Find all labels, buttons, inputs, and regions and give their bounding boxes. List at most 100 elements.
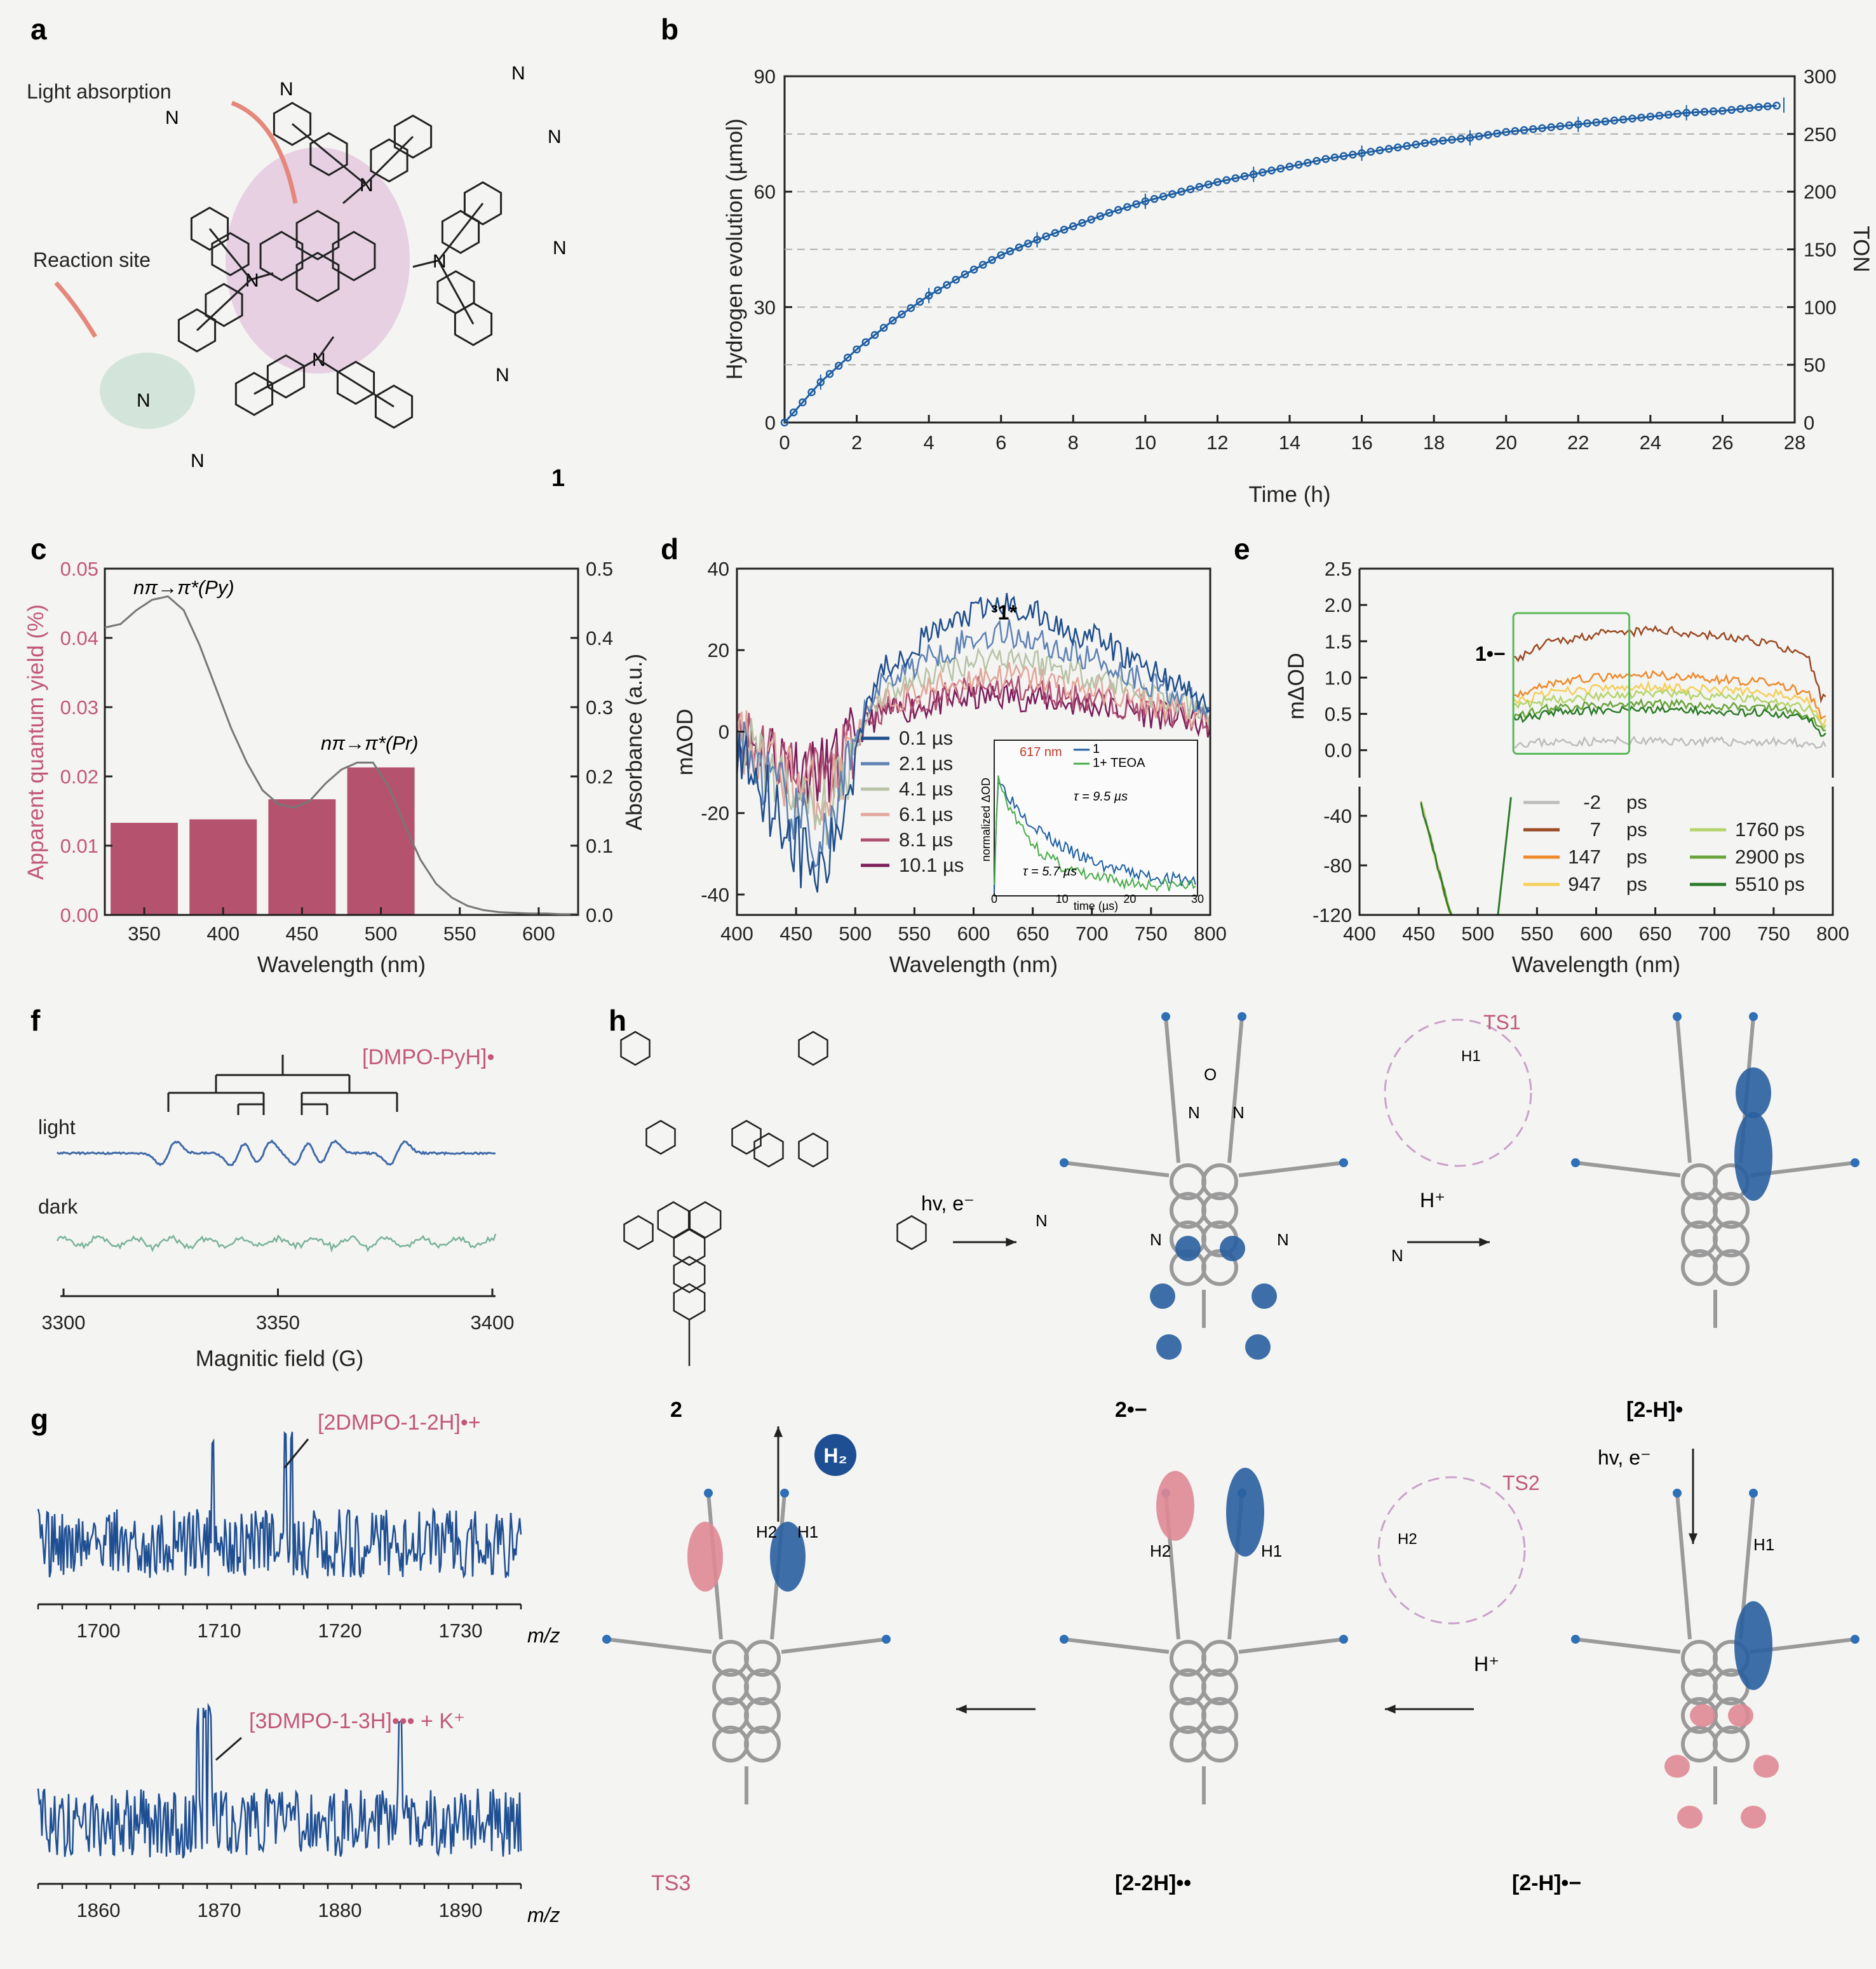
- species-label: [2-H]•−: [1512, 1871, 1581, 1895]
- legend-value: 947: [1568, 873, 1601, 895]
- panel-d-chart: -40 -20 0 20 40 400 450 500 550 600 650 700 750 800 Wa…: [673, 558, 1227, 977]
- data-point: [1601, 117, 1610, 126]
- ring: [623, 1215, 654, 1250]
- data-point: [889, 316, 897, 325]
- molecule-[2-H]•−: [1571, 1489, 1859, 1804]
- panel-label-c: c: [30, 532, 47, 565]
- data-point: [1637, 113, 1645, 122]
- ring: [1201, 1163, 1238, 1200]
- series-line: [1513, 670, 1826, 721]
- reaction-arrow-head: [1479, 1237, 1490, 1247]
- data-point: [1015, 243, 1023, 252]
- x-tick-label: 750: [1135, 923, 1168, 945]
- data-point: [1276, 165, 1285, 173]
- data-point: [789, 408, 798, 417]
- ring: [731, 1120, 762, 1155]
- panel-g-chart: 1700 1710 1720 1730 m/z [2DMPO-1-2H]•+ 1860 187…: [37, 1411, 560, 1926]
- bond: [250, 272, 274, 281]
- bond: [1238, 1637, 1344, 1654]
- series-line: [1513, 735, 1826, 749]
- atom-label: N: [137, 390, 151, 411]
- data-point: [853, 345, 861, 354]
- series-line: [1513, 689, 1826, 731]
- ts-atom-label: H1: [1461, 1048, 1481, 1065]
- data-point: [1646, 112, 1655, 121]
- data-point: [861, 338, 870, 346]
- panel-label-d: d: [661, 532, 678, 565]
- x-tick-label: 3300: [42, 1311, 86, 1334]
- series-line: [1513, 680, 1826, 727]
- data-point: [807, 388, 816, 396]
- legend-unit: ps: [1626, 846, 1647, 868]
- bond: [316, 336, 335, 360]
- data-point: [1304, 159, 1312, 167]
- ms-spectrum: [37, 1703, 522, 1858]
- atom-label: N: [165, 107, 179, 128]
- data-point: [844, 353, 852, 362]
- data-point: [1321, 154, 1330, 163]
- data-point: [1096, 212, 1105, 220]
- data-point: [780, 418, 789, 427]
- legend-value: 1760: [1735, 818, 1779, 841]
- spin-orbital: [1728, 1704, 1753, 1727]
- y-tick-label: 40: [708, 558, 729, 580]
- nitrogen-atom: [1673, 1489, 1682, 1498]
- data-point: [1764, 102, 1772, 111]
- data-point: [1439, 137, 1447, 145]
- data-point: [1448, 135, 1456, 144]
- data-point: [1592, 118, 1600, 126]
- series-line-lower: [1420, 802, 1453, 916]
- y-tick-label: -120: [1313, 904, 1352, 926]
- atom-label: H2: [756, 1522, 777, 1541]
- x-tick-label: 650: [1639, 923, 1672, 945]
- y-tick-label: 90: [754, 65, 776, 88]
- data-point: [1538, 124, 1546, 132]
- y-tick-label: 0.00: [60, 904, 98, 926]
- data-point: [907, 304, 915, 313]
- inset-tick: 10: [1056, 893, 1069, 905]
- panel-f-chart: 3300 3350 3400 Magnitic field (G) [DMPO-PyH]…: [38, 1045, 514, 1371]
- nitrogen-atom: [602, 1635, 611, 1644]
- data-point: [1619, 115, 1628, 124]
- x-tick-label: 800: [1816, 923, 1849, 945]
- x-tick-label: 1700: [77, 1620, 121, 1642]
- data-point: [979, 261, 987, 269]
- series-line: [1513, 704, 1826, 737]
- data-point: [1123, 203, 1131, 212]
- atom-label: N: [553, 238, 567, 259]
- x-axis-label: Time (h): [1249, 482, 1331, 507]
- bond: [1675, 1492, 1692, 1640]
- ring: [673, 1228, 706, 1266]
- legend-label: 2.1 µs: [899, 752, 953, 775]
- bond: [208, 228, 231, 255]
- x-tick-label: 600: [957, 923, 990, 945]
- inset-decay-line: [994, 775, 1196, 892]
- ring: [620, 1031, 651, 1066]
- x-tick-label: 24: [1640, 431, 1661, 454]
- x-tick-label: 28: [1784, 431, 1805, 454]
- phenyl-ring: [266, 354, 306, 399]
- series-rise: [1497, 797, 1512, 916]
- x-tick-label: 600: [1580, 923, 1613, 945]
- y-tick-label: 30: [754, 296, 776, 318]
- data-point: [1060, 226, 1069, 234]
- x-tick-label: 450: [779, 923, 813, 945]
- data-point: [1429, 137, 1438, 146]
- data-point: [1412, 140, 1420, 149]
- bond: [1227, 1016, 1244, 1163]
- legend-unit: ps: [1784, 846, 1805, 868]
- spin-orbital: [1690, 1704, 1715, 1727]
- y2-tick-label: 300: [1804, 65, 1837, 88]
- x-tick-label: 0: [779, 431, 790, 454]
- data-point: [1313, 156, 1321, 165]
- data-point: [1231, 174, 1240, 182]
- x-tick-label: 10: [1135, 431, 1156, 454]
- x-tick-label: 400: [206, 923, 240, 945]
- data-point: [1195, 182, 1204, 191]
- ring: [744, 1697, 781, 1734]
- y2-tick-label: 0: [1804, 412, 1814, 434]
- pyridine-ring: [393, 114, 433, 159]
